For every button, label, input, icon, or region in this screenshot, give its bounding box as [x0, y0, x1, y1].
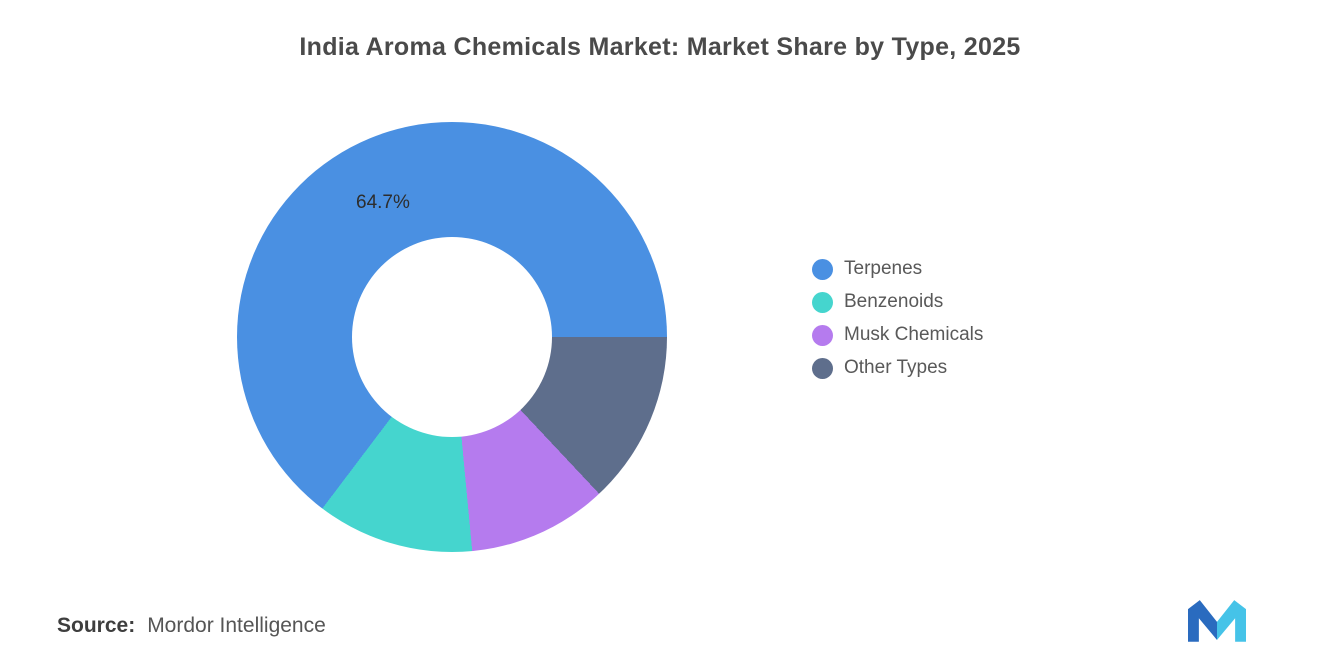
legend-item-other-types: Other Types — [812, 357, 983, 379]
legend-label-other-types: Other Types — [844, 357, 948, 378]
legend-item-musk-chemicals: Musk Chemicals — [812, 324, 983, 346]
source-label: Source: — [57, 614, 136, 637]
mordor-logo-icon — [1188, 600, 1246, 642]
donut-chart: 64.7% — [237, 122, 667, 552]
mordor-intelligence-logo — [1188, 598, 1246, 642]
terpenes-slice-label: 64.7% — [356, 192, 410, 213]
source-line: Source: Mordor Intelligence — [57, 614, 326, 638]
donut-hole — [352, 237, 552, 437]
legend-label-musk-chemicals: Musk Chemicals — [844, 324, 984, 345]
legend-label-benzenoids: Benzenoids — [844, 291, 944, 312]
other-types-color-swatch-icon — [812, 357, 833, 379]
musk-chemicals-color-swatch-icon — [812, 324, 833, 346]
legend-item-benzenoids: Benzenoids — [812, 291, 983, 313]
source-text: Mordor Intelligence — [147, 614, 326, 637]
benzenoids-color-swatch-icon — [812, 291, 833, 313]
terpenes-color-swatch-icon — [812, 258, 833, 280]
legend-label-terpenes: Terpenes — [844, 258, 923, 279]
chart-title: India Aroma Chemicals Market: Market Sha… — [299, 33, 1021, 61]
legend-item-terpenes: Terpenes — [812, 258, 983, 280]
chart-legend: Terpenes Benzenoids Musk Chemicals Other… — [812, 258, 983, 379]
